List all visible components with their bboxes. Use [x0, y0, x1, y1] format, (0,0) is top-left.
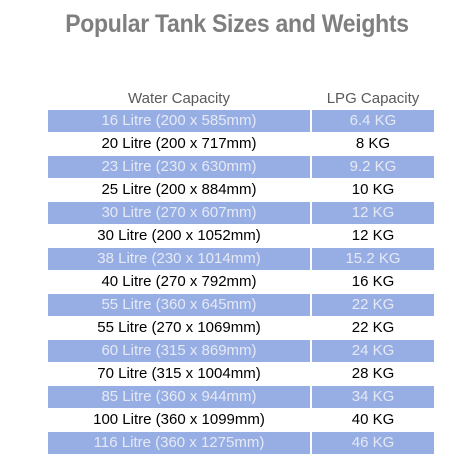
water-capacity-cell: 20 Litre (200 x 717mm): [101, 135, 257, 152]
water-capacity-cell: 116 Litre (360 x 1275mm): [48, 432, 310, 454]
lpg-capacity-cell: 16 KG: [351, 273, 395, 290]
water-capacity-cell: 38 Litre (230 x 1014mm): [48, 248, 310, 270]
lpg-capacity-cell: 28 KG: [351, 365, 395, 382]
table-header-row: Water Capacity LPG Capacity: [48, 88, 432, 110]
table-row: 23 Litre (230 x 630mm) 9.2 KG: [48, 156, 434, 179]
lpg-capacity-cell: 22 KG: [351, 319, 395, 336]
table-row: 70 Litre (315 x 1004mm) 28 KG: [48, 363, 432, 386]
lpg-capacity-cell: 12 KG: [312, 202, 434, 224]
water-capacity-cell: 70 Litre (315 x 1004mm): [97, 365, 261, 382]
water-capacity-cell: 55 Litre (270 x 1069mm): [97, 319, 261, 336]
table-row: 85 Litre (360 x 944mm) 34 KG: [48, 386, 434, 409]
lpg-capacity-cell: 10 KG: [351, 181, 395, 198]
table-row: 20 Litre (200 x 717mm) 8 KG: [48, 133, 432, 156]
lpg-capacity-cell: 24 KG: [312, 340, 434, 362]
water-capacity-header: Water Capacity: [128, 90, 230, 107]
table-row: 60 Litre (315 x 869mm) 24 KG: [48, 340, 434, 363]
water-capacity-cell: 40 Litre (270 x 792mm): [101, 273, 257, 290]
water-capacity-cell: 30 Litre (200 x 1052mm): [97, 227, 261, 244]
table-row: 100 Litre (360 x 1099mm) 40 KG: [48, 409, 432, 432]
lpg-capacity-cell: 46 KG: [312, 432, 434, 454]
water-capacity-cell: 25 Litre (200 x 884mm): [101, 181, 257, 198]
table-row: 25 Litre (200 x 884mm) 10 KG: [48, 179, 432, 202]
water-capacity-cell: 100 Litre (360 x 1099mm): [93, 411, 265, 428]
table-row: 30 Litre (270 x 607mm) 12 KG: [48, 202, 434, 225]
lpg-capacity-cell: 15.2 KG: [312, 248, 434, 270]
water-capacity-cell: 16 Litre (200 x 585mm): [48, 110, 310, 132]
lpg-capacity-cell: 22 KG: [312, 294, 434, 316]
page-title: Popular Tank Sizes and Weights: [65, 10, 409, 38]
water-capacity-cell: 30 Litre (270 x 607mm): [48, 202, 310, 224]
table-row: 38 Litre (230 x 1014mm) 15.2 KG: [48, 248, 434, 271]
lpg-capacity-header: LPG Capacity: [326, 90, 420, 107]
table-row: 116 Litre (360 x 1275mm) 46 KG: [48, 432, 434, 455]
table-row: 55 Litre (360 x 645mm) 22 KG: [48, 294, 434, 317]
water-capacity-cell: 55 Litre (360 x 645mm): [48, 294, 310, 316]
lpg-capacity-cell: 8 KG: [355, 135, 391, 152]
table-row: 55 Litre (270 x 1069mm) 22 KG: [48, 317, 432, 340]
tank-sizes-table: Water Capacity LPG Capacity 16 Litre (20…: [48, 88, 434, 455]
table-row: 40 Litre (270 x 792mm) 16 KG: [48, 271, 432, 294]
water-capacity-cell: 85 Litre (360 x 944mm): [48, 386, 310, 408]
table-row: 30 Litre (200 x 1052mm) 12 KG: [48, 225, 432, 248]
table-row: 16 Litre (200 x 585mm) 6.4 KG: [48, 110, 434, 133]
lpg-capacity-cell: 6.4 KG: [312, 110, 434, 132]
lpg-capacity-cell: 9.2 KG: [312, 156, 434, 178]
water-capacity-cell: 23 Litre (230 x 630mm): [48, 156, 310, 178]
water-capacity-cell: 60 Litre (315 x 869mm): [48, 340, 310, 362]
lpg-capacity-cell: 34 KG: [312, 386, 434, 408]
lpg-capacity-cell: 40 KG: [351, 411, 395, 428]
lpg-capacity-cell: 12 KG: [351, 227, 395, 244]
